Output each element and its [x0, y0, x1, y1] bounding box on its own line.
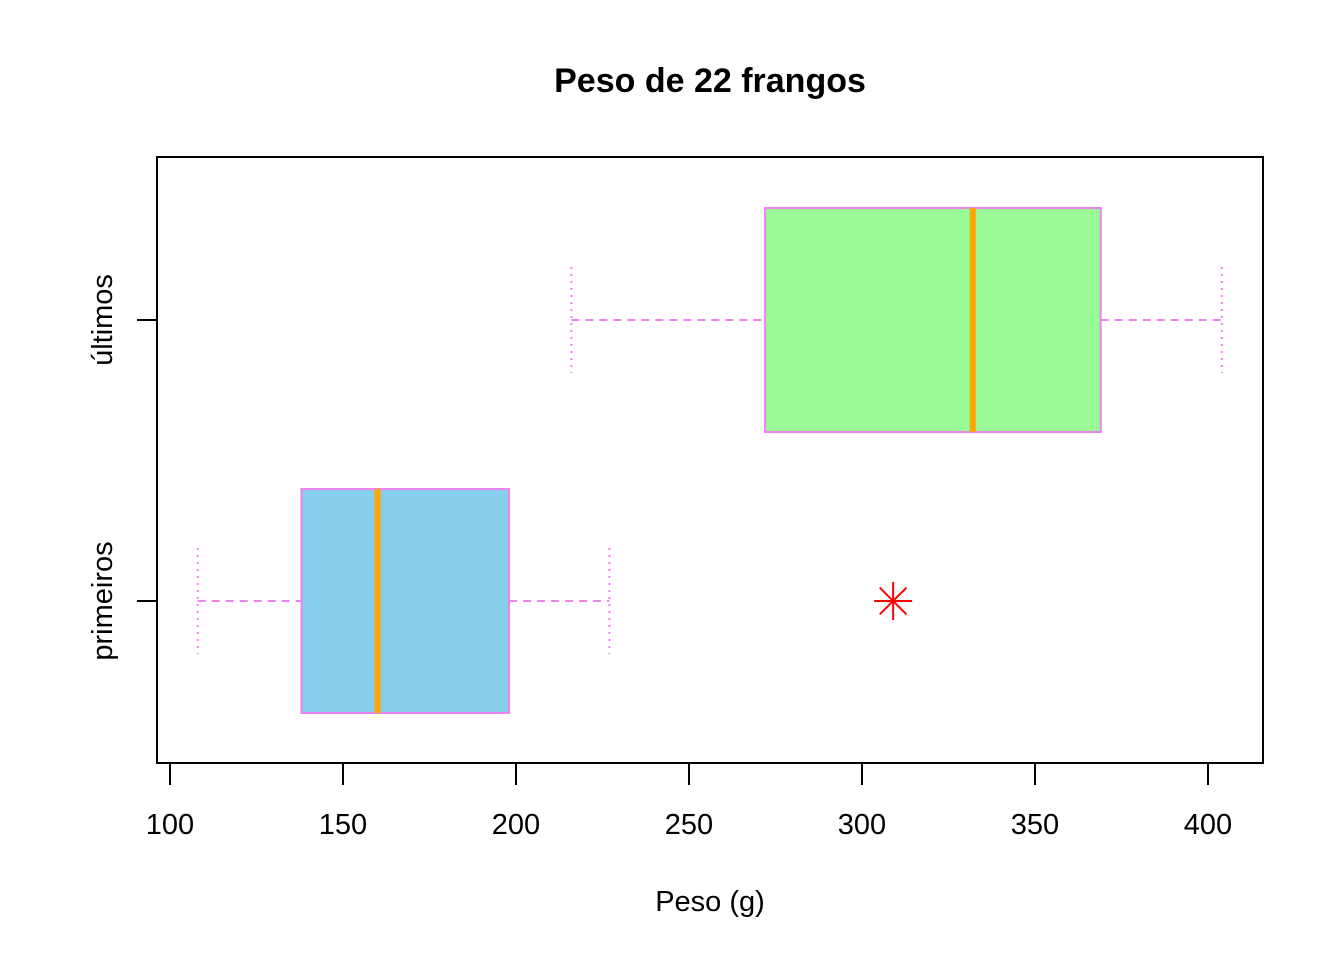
x-tick-label: 350	[1011, 809, 1059, 841]
box-1	[570, 207, 1223, 433]
outlier-point	[874, 582, 913, 620]
x-axis: 100 150 200 250 300 350 400	[146, 762, 1232, 841]
x-tick-label: 300	[838, 809, 886, 841]
boxes	[196, 207, 1223, 714]
chart-title: Peso de 22 frangos	[554, 62, 866, 100]
x-tick-label: 200	[492, 809, 540, 841]
x-tick-label: 400	[1184, 809, 1232, 841]
box-iqr	[764, 207, 1102, 433]
y-tick-label: últimos	[87, 274, 119, 366]
x-tick-label: 250	[665, 809, 713, 841]
x-tick-label: 100	[146, 809, 194, 841]
y-tick-label: primeiros	[87, 541, 119, 660]
outlier-stroke	[879, 586, 908, 616]
y-axis: primeiros últimos	[87, 274, 157, 661]
box-0	[196, 488, 913, 714]
x-tick-label: 150	[319, 809, 367, 841]
box-iqr	[300, 488, 511, 714]
x-axis-label: Peso (g)	[655, 886, 765, 918]
